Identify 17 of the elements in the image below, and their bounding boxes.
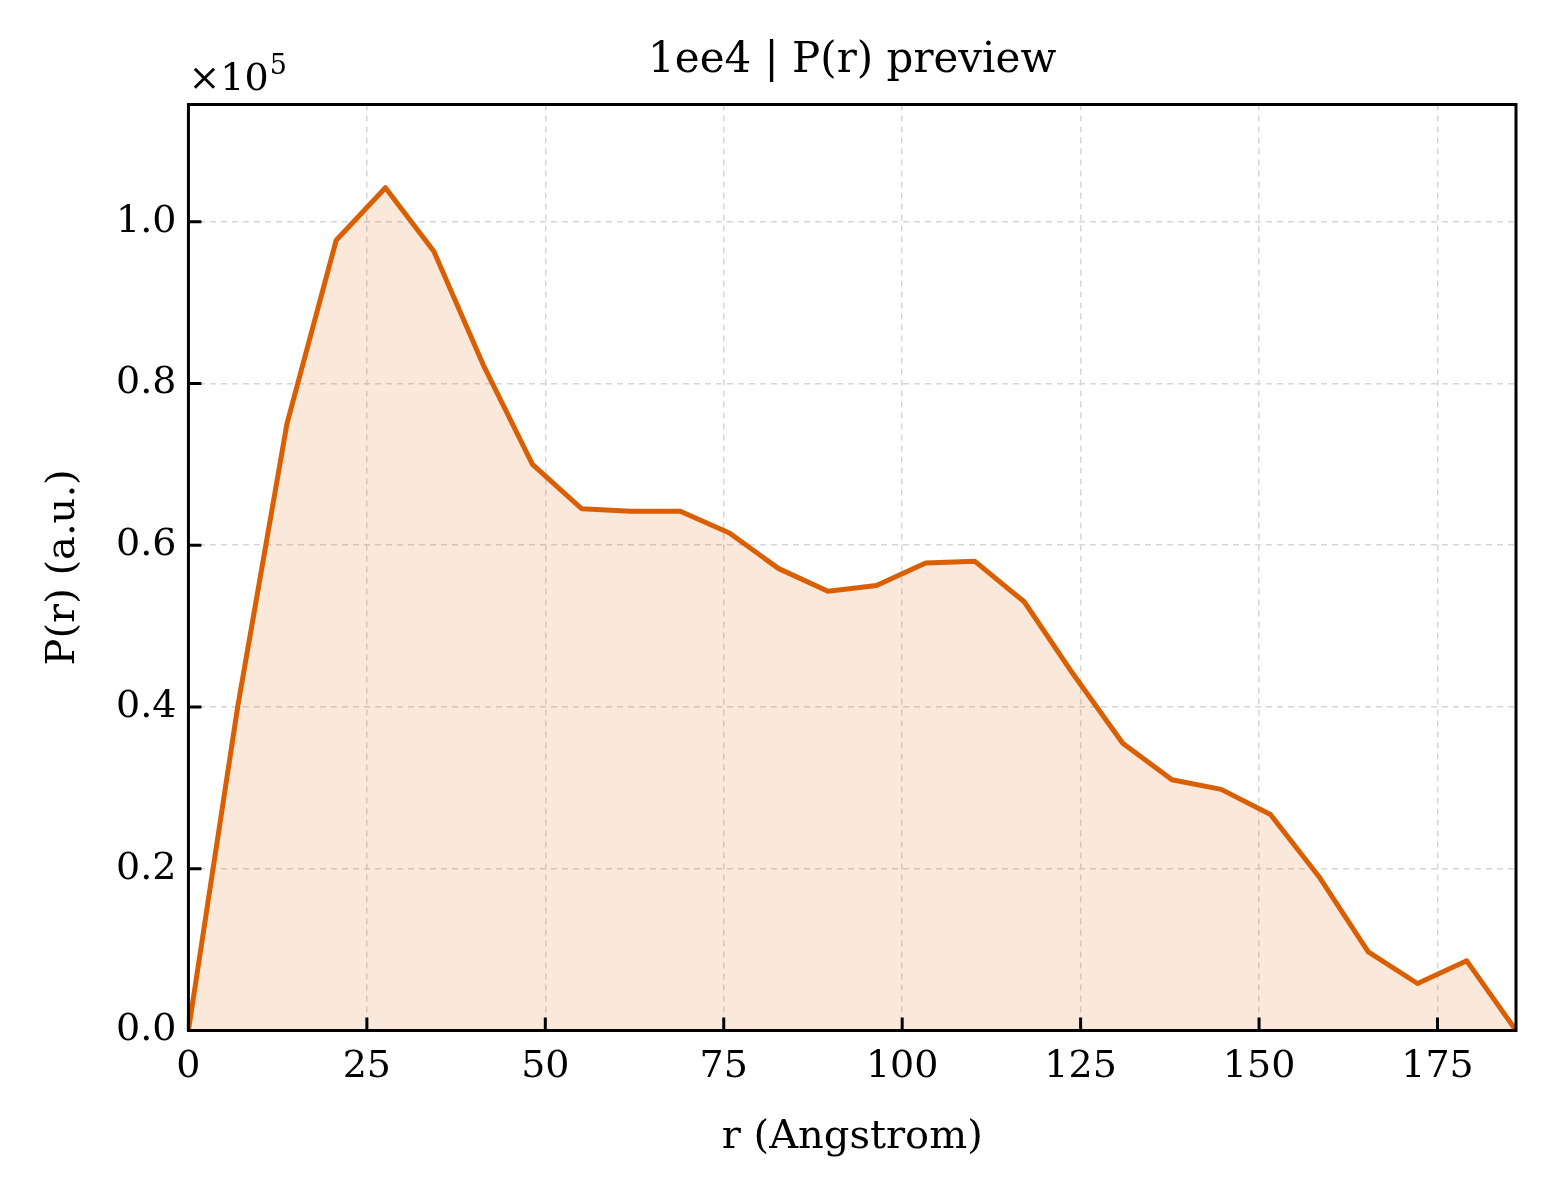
x-tick-label: 25 <box>342 1042 392 1087</box>
x-tick-label: 125 <box>1044 1042 1117 1087</box>
y-axis-title: P(r) (a.u.) <box>37 469 84 666</box>
y-tick-label: 1.0 <box>116 196 177 241</box>
x-tick-label: 100 <box>865 1042 939 1087</box>
x-axis-title: r (Angstrom) <box>721 1111 983 1158</box>
x-tick-label: 75 <box>699 1042 748 1087</box>
y-tick-label: 0.8 <box>116 358 177 403</box>
x-tick-label: 150 <box>1222 1042 1296 1087</box>
x-tick-label: 0 <box>176 1042 201 1087</box>
x-tick-label: 50 <box>521 1042 570 1087</box>
y-tick-label: 0.6 <box>116 520 177 565</box>
y-tick-label: 0.0 <box>116 1005 177 1050</box>
y-tick-label: 0.4 <box>116 681 177 726</box>
y-tick-label: 0.2 <box>116 843 177 888</box>
chart-title: 1ee4 | P(r) preview <box>648 33 1057 83</box>
x-tick-label: 175 <box>1401 1042 1474 1087</box>
